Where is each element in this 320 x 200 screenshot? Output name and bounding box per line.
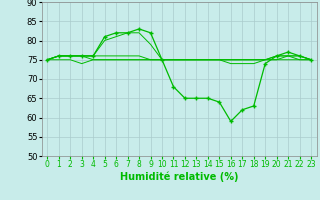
X-axis label: Humidité relative (%): Humidité relative (%) xyxy=(120,172,238,182)
